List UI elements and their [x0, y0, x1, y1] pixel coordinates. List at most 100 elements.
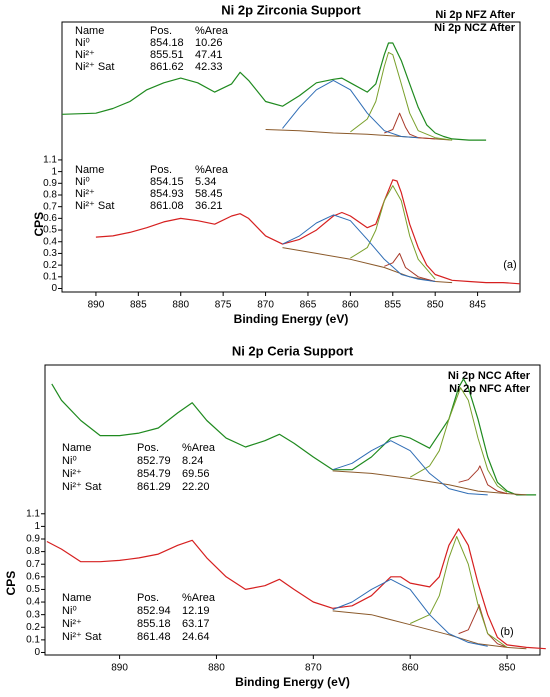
- spectrum: [61, 42, 487, 141]
- table-header: Pos.: [150, 25, 172, 37]
- table-header: Pos.: [137, 592, 159, 604]
- x-tick-label: 845: [469, 300, 486, 311]
- x-tick-label: 890: [111, 663, 128, 674]
- chart-title: Ni 2p Zirconia Support: [221, 2, 361, 17]
- x-tick-label: 855: [384, 300, 401, 311]
- table-cell: Ni²⁺: [62, 618, 82, 630]
- table-header: %Area: [195, 25, 229, 37]
- y-tick-label: 0.3: [26, 609, 40, 620]
- x-tick-label: 880: [172, 300, 189, 311]
- table-cell: 855.51: [150, 49, 184, 61]
- table-cell: 10.26: [195, 37, 223, 49]
- spectrum: [95, 179, 521, 285]
- component-fit: [409, 387, 508, 493]
- table-header: Pos.: [150, 164, 172, 176]
- y-tick-label: 1.1: [43, 155, 57, 166]
- plot-frame: [61, 21, 521, 293]
- y-tick-label: 0.6: [43, 213, 57, 224]
- table-cell: Ni⁰: [62, 605, 77, 617]
- y-tick-label: 0.7: [26, 559, 40, 570]
- table-cell: 854.93: [150, 188, 184, 200]
- y-tick-label: 0.8: [43, 190, 57, 201]
- y-tick-label: 0.3: [43, 248, 57, 259]
- table-cell: 852.79: [137, 455, 171, 467]
- x-tick-label: 850: [427, 300, 444, 311]
- table-cell: Ni⁰: [62, 455, 77, 467]
- x-axis-label: Binding Energy (eV): [235, 675, 350, 689]
- table-header: Name: [62, 442, 91, 454]
- panel-label: (a): [503, 259, 516, 271]
- y-axis-label: CPS: [4, 571, 18, 596]
- table-cell: 854.79: [137, 468, 171, 480]
- legend-entry: Ni 2p NFZ After: [435, 9, 515, 21]
- y-axis-label: CPS: [32, 212, 46, 237]
- x-tick-label: 890: [88, 300, 105, 311]
- table-cell: Ni²⁺ Sat: [75, 200, 114, 212]
- component-fit: [282, 214, 436, 282]
- table-cell: Ni²⁺: [75, 49, 95, 61]
- component-fit: [282, 79, 419, 139]
- legend-entry: Ni 2p NCZ After: [434, 22, 516, 34]
- panel-label: (b): [500, 626, 513, 638]
- table-cell: 22.20: [182, 481, 210, 493]
- y-tick-label: 0.9: [26, 534, 40, 545]
- table-header: %Area: [195, 164, 229, 176]
- component-fit: [458, 604, 508, 648]
- legend-entry: Ni 2p NCC After: [448, 370, 531, 382]
- y-tick-label: 0.5: [43, 225, 57, 236]
- table-cell: 861.62: [150, 61, 184, 73]
- y-tick-label: 0.4: [26, 597, 40, 608]
- component-fit: [409, 536, 508, 648]
- y-tick-label: 0.1: [26, 635, 40, 646]
- component-fit: [350, 51, 453, 141]
- x-tick-label: 870: [305, 663, 322, 674]
- y-tick-label: 1.1: [26, 508, 40, 519]
- x-tick-label: 870: [257, 300, 274, 311]
- table-cell: Ni⁰: [75, 176, 90, 188]
- table-cell: 69.56: [182, 468, 210, 480]
- x-tick-label: 885: [130, 300, 147, 311]
- y-tick-label: 1: [51, 166, 57, 177]
- table-cell: Ni²⁺: [62, 468, 82, 480]
- table-cell: 36.21: [195, 200, 223, 212]
- x-tick-label: 875: [215, 300, 232, 311]
- table-cell: 42.33: [195, 61, 223, 73]
- table-cell: 852.94: [137, 605, 171, 617]
- y-tick-label: 0.2: [43, 260, 57, 271]
- table-cell: 58.45: [195, 188, 223, 200]
- x-tick-label: 865: [300, 300, 317, 311]
- table-cell: 861.29: [137, 481, 171, 493]
- table-cell: Ni²⁺: [75, 188, 95, 200]
- y-tick-label: 0.4: [43, 236, 57, 247]
- x-tick-label: 880: [208, 663, 225, 674]
- table-cell: 861.08: [150, 200, 184, 212]
- spectrum: [46, 528, 546, 650]
- table-cell: 861.48: [137, 631, 171, 643]
- y-tick-label: 0.5: [26, 584, 40, 595]
- y-tick-label: 0.7: [43, 201, 57, 212]
- table-cell: 24.64: [182, 631, 210, 643]
- table-header: Name: [75, 164, 104, 176]
- table-cell: Ni²⁺ Sat: [62, 481, 101, 493]
- table-cell: 854.15: [150, 176, 184, 188]
- table-header: Name: [62, 592, 91, 604]
- x-tick-label: 850: [499, 663, 516, 674]
- y-tick-label: 0: [51, 283, 57, 294]
- table-header: %Area: [182, 442, 216, 454]
- component-fit: [384, 252, 436, 282]
- table-cell: 5.34: [195, 176, 216, 188]
- y-tick-label: 0.9: [43, 178, 57, 189]
- component-fit: [350, 185, 436, 280]
- table-cell: 8.24: [182, 455, 203, 467]
- y-tick-label: 0.8: [26, 546, 40, 557]
- y-tick-label: 1: [34, 521, 40, 532]
- legend-entry: Ni 2p NFC After: [449, 383, 531, 395]
- spectrum: [51, 378, 537, 496]
- table-header: Name: [75, 25, 104, 37]
- y-tick-label: 0: [34, 647, 40, 658]
- y-tick-label: 0.6: [26, 571, 40, 582]
- table-cell: Ni²⁺ Sat: [75, 61, 114, 73]
- plot-frame: [44, 364, 541, 656]
- table-cell: Ni²⁺ Sat: [62, 631, 101, 643]
